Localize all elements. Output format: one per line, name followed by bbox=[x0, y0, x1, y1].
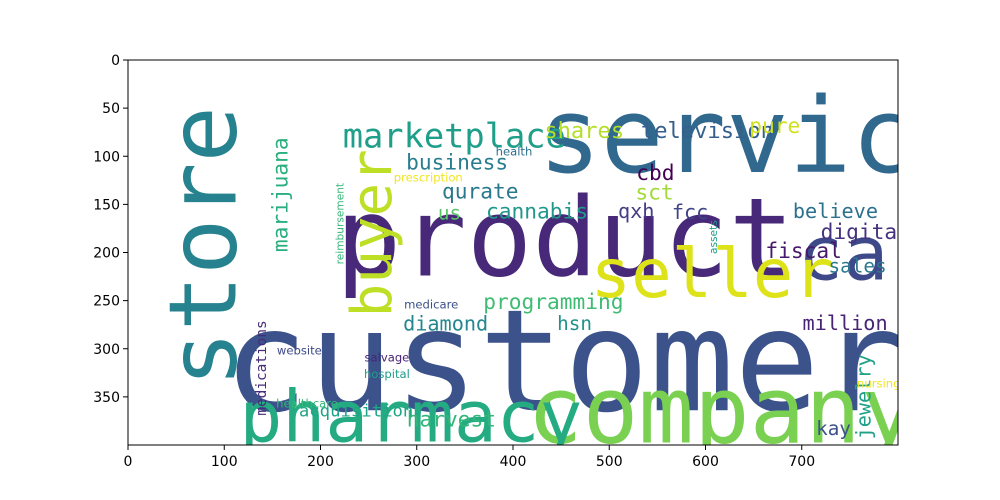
word-believe: believe bbox=[793, 199, 878, 223]
word-sales: sales bbox=[829, 254, 887, 277]
word-store: store bbox=[150, 106, 259, 387]
word-million: million bbox=[803, 311, 888, 335]
word-website: website bbox=[277, 344, 322, 358]
word-assets: assets bbox=[708, 220, 720, 254]
word-jewelry: jewelry bbox=[851, 354, 875, 439]
y-tick-label: 300 bbox=[93, 342, 120, 358]
word-fcc: fcc bbox=[672, 200, 708, 224]
x-axis: 0 100 200 300 400 500 600 700 bbox=[124, 445, 815, 470]
word-care: care bbox=[798, 209, 979, 297]
word-medications: medications bbox=[254, 320, 270, 415]
x-tick-label: 500 bbox=[596, 454, 623, 470]
word-hospital: hospital bbox=[364, 367, 410, 381]
x-tick-label: 400 bbox=[500, 454, 527, 470]
x-tick-label: 600 bbox=[692, 454, 719, 470]
word-cannabis: cannabis bbox=[486, 199, 588, 224]
word-kay: kay bbox=[816, 417, 851, 440]
word-shares: shares bbox=[544, 118, 624, 144]
word-seller: seller bbox=[591, 234, 834, 313]
y-tick-label: 250 bbox=[93, 294, 120, 310]
word-fiscal: fiscal bbox=[765, 238, 842, 263]
word-solutions: solutions bbox=[567, 468, 676, 492]
word-diamond: diamond bbox=[403, 312, 488, 336]
word-marijuana: marijuana bbox=[268, 137, 293, 252]
word-harvest: harvest bbox=[407, 407, 496, 432]
word-buyer: buyer bbox=[340, 149, 405, 317]
word-pharmacy: pharmacy bbox=[240, 376, 583, 459]
word-programming: programming bbox=[483, 289, 623, 314]
x-tick-label: 200 bbox=[307, 454, 334, 470]
word-qxh: qxh bbox=[618, 199, 654, 223]
x-tick-label: 100 bbox=[211, 454, 238, 470]
word-medicaid: medicaid bbox=[808, 463, 861, 477]
y-tick-label: 350 bbox=[93, 390, 120, 406]
word-acquisition: acquisition bbox=[299, 401, 413, 421]
y-tick-label: 50 bbox=[102, 101, 120, 117]
y-tick-label: 200 bbox=[93, 246, 120, 262]
word-prescription: prescription bbox=[394, 170, 463, 184]
word-customer: customer bbox=[223, 280, 905, 444]
y-tick-label: 0 bbox=[111, 53, 120, 69]
word-nursing: nursing bbox=[857, 376, 900, 390]
word-salvage: salvage bbox=[364, 350, 409, 364]
word-hsii: hsii bbox=[891, 445, 928, 463]
word-company: company bbox=[527, 356, 916, 464]
word-business: business bbox=[406, 150, 508, 175]
word-hsn: hsn bbox=[557, 312, 592, 335]
word-qvc: qvc bbox=[755, 464, 790, 487]
word-reimbursement: reimbursement bbox=[335, 183, 347, 264]
word-health: health bbox=[496, 144, 533, 158]
y-tick-label: 100 bbox=[93, 149, 120, 165]
word-cbd: cbd bbox=[636, 160, 674, 185]
word-medicare: medicare bbox=[404, 297, 458, 311]
word-qurate: qurate bbox=[442, 178, 519, 203]
word-1800petmeds: 1800petmeds bbox=[976, 397, 988, 470]
word-us: us bbox=[438, 202, 461, 225]
word-signet: signet bbox=[886, 462, 952, 483]
word-television: television bbox=[641, 118, 774, 144]
y-axis: 0 50 100 150 200 250 300 350 bbox=[93, 53, 128, 406]
word-digital: digital bbox=[821, 219, 910, 244]
x-tick-label: 0 bbox=[124, 454, 133, 470]
word-sct: sct bbox=[635, 179, 673, 204]
plot-area bbox=[128, 60, 898, 445]
word-connection: connection bbox=[377, 465, 499, 489]
word-product: product bbox=[336, 175, 795, 302]
x-tick-label: 700 bbox=[788, 454, 815, 470]
word-pure: pure bbox=[749, 113, 800, 138]
word-marketplace: marketplace bbox=[343, 117, 566, 156]
word-pet: pet bbox=[942, 239, 964, 255]
y-tick-label: 150 bbox=[93, 197, 120, 213]
word-healthcare: healthcare bbox=[276, 397, 338, 411]
word-surplus: surplus bbox=[923, 200, 965, 214]
word-service: service bbox=[538, 75, 976, 197]
x-tick-label: 300 bbox=[403, 454, 430, 470]
